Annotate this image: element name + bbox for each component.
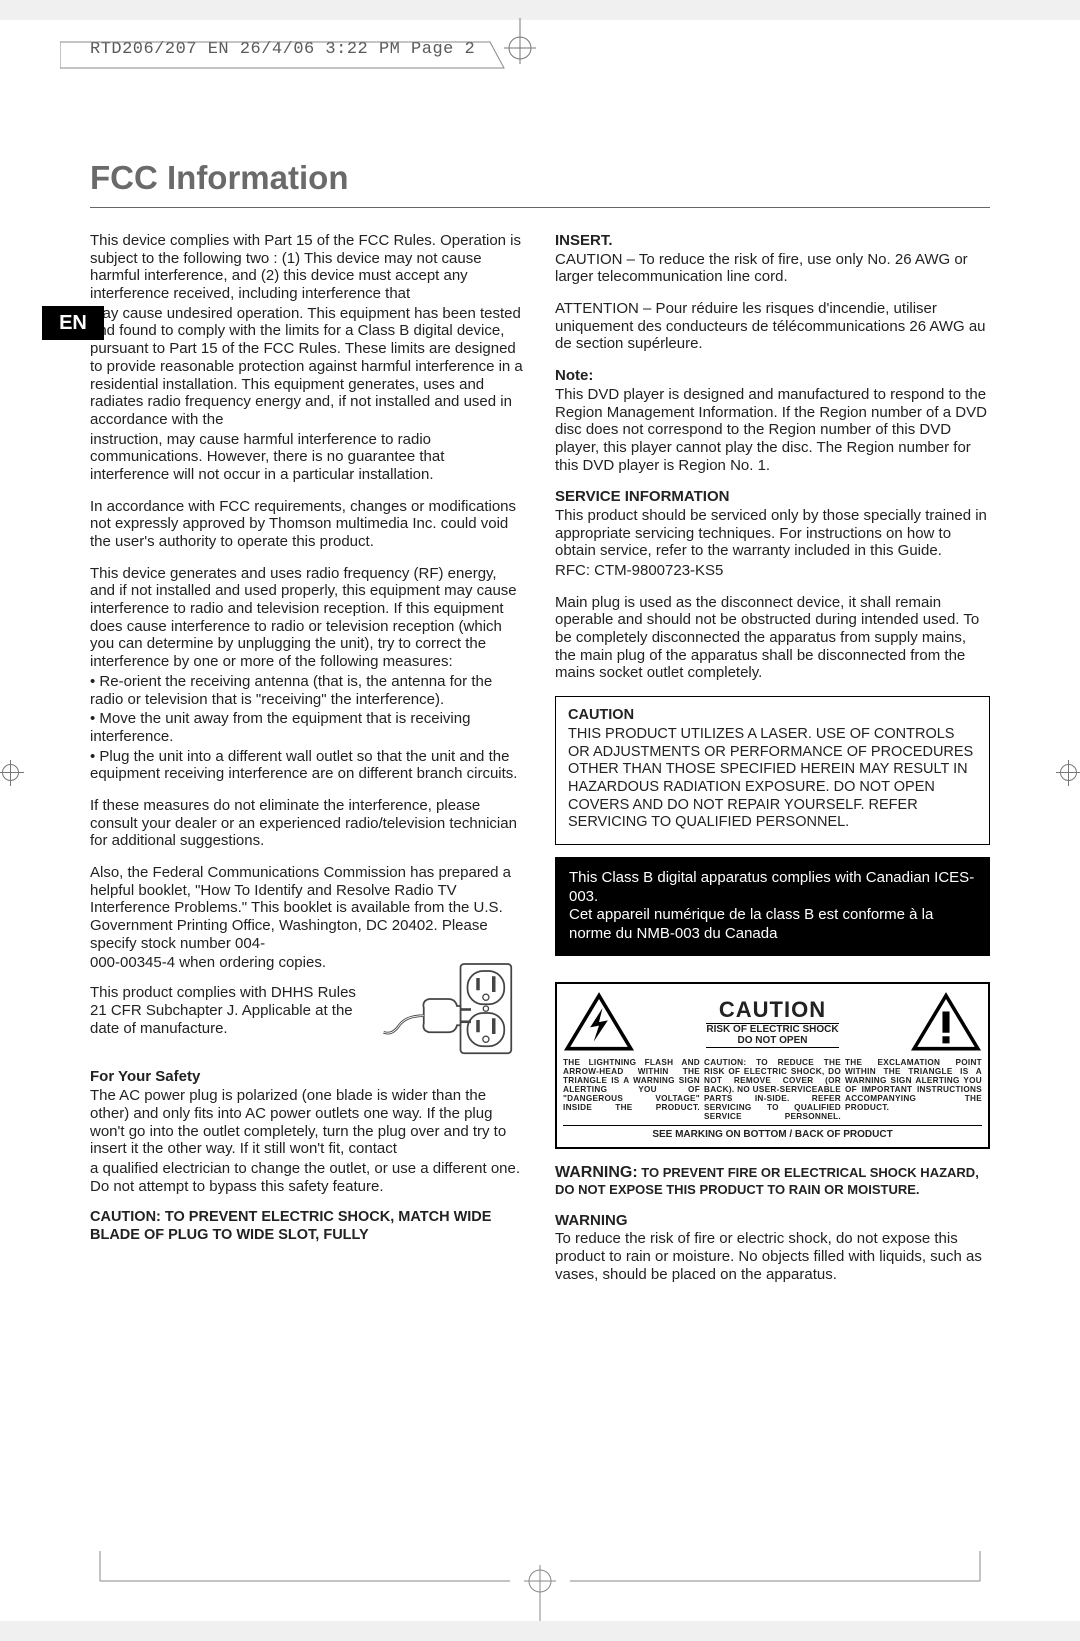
service-p1: This product should be serviced only by …	[555, 507, 990, 560]
page: RTD206/207 EN 26/4/06 3:22 PM Page 2 EN …	[0, 20, 1080, 1621]
outlet-illustration	[375, 954, 525, 1064]
language-badge: EN	[42, 306, 104, 340]
laser-caution-head: CAUTION	[568, 707, 977, 725]
fcc-p1c: instruction, may cause harmful interfere…	[90, 431, 525, 484]
ices-p1: This Class B digital apparatus complies …	[569, 869, 976, 907]
laser-caution-body: THIS PRODUCT UTILIZES A LASER. USE OF CO…	[568, 726, 977, 832]
caution-col2: CAUTION: TO REDUCE THE RISK OF ELECTRIC …	[704, 1058, 841, 1121]
shock-caution-label: CAUTION RISK OF ELECTRIC SHOCKDO NOT OPE…	[555, 982, 990, 1149]
exclamation-triangle-icon	[910, 992, 982, 1054]
fcc-p5: Also, the Federal Communications Commiss…	[90, 864, 525, 952]
warning-inline: WARNING: TO PREVENT FIRE OR ELECTRICAL S…	[555, 1163, 990, 1198]
safety-body2: a qualified electrician to change the ou…	[90, 1160, 525, 1195]
registration-mark-icon	[0, 760, 24, 786]
note-head: Note:	[555, 367, 990, 385]
service-head: SERVICE INFORMATION	[555, 488, 990, 506]
title-rule	[90, 207, 990, 208]
print-header: RTD206/207 EN 26/4/06 3:22 PM Page 2	[90, 40, 990, 59]
laser-caution-box: CAUTION THIS PRODUCT UTILIZES A LASER. U…	[555, 696, 990, 845]
caution-center: CAUTION RISK OF ELECTRIC SHOCKDO NOT OPE…	[641, 997, 904, 1048]
fcc-p2: In accordance with FCC requirements, cha…	[90, 498, 525, 551]
insert-p1: CAUTION – To reduce the risk of fire, us…	[555, 251, 990, 286]
warning2-head: WARNING	[555, 1212, 990, 1230]
fcc-b2: • Move the unit away from the equipment …	[90, 710, 525, 745]
crop-mark-bottom-icon	[0, 1541, 1080, 1621]
outlet-icon	[380, 957, 520, 1062]
fcc-p1b: may cause undesired operation. This equi…	[90, 305, 525, 429]
warning-inline-head: WARNING:	[555, 1164, 638, 1181]
page-title: FCC Information	[90, 159, 990, 197]
safety-head: For Your Safety	[90, 1068, 525, 1086]
right-column: INSERT. CAUTION – To reduce the risk of …	[555, 232, 990, 1297]
caution-top-row: CAUTION RISK OF ELECTRIC SHOCKDO NOT OPE…	[563, 992, 982, 1054]
note-body: This DVD player is designed and manufact…	[555, 386, 990, 474]
fcc-b3: • Plug the unit into a different wall ou…	[90, 748, 525, 783]
plug-caution: CAUTION: TO PREVENT ELECTRIC SHOCK, MATC…	[90, 1209, 525, 1244]
lightning-triangle-icon	[563, 992, 635, 1054]
safety-body: The AC power plug is polarized (one blad…	[90, 1087, 525, 1158]
crop-mark-left	[0, 760, 24, 786]
header-frame-icon	[60, 34, 530, 70]
ices-p2: Cet appareil numérique de la class B est…	[569, 906, 976, 944]
left-column: This device complies with Part 15 of the…	[90, 232, 525, 1297]
caution-bottom-text: SEE MARKING ON BOTTOM / BACK OF PRODUCT	[563, 1125, 982, 1141]
service-p2: Main plug is used as the disconnect devi…	[555, 594, 990, 682]
caution-columns: THE LIGHTNING FLASH AND ARROW-HEAD WITHI…	[563, 1058, 982, 1121]
ices-box: This Class B digital apparatus complies …	[555, 857, 990, 956]
content-columns: This device complies with Part 15 of the…	[90, 232, 990, 1297]
caution-sub-text: RISK OF ELECTRIC SHOCKDO NOT OPEN	[706, 1023, 838, 1048]
fcc-p1: This device complies with Part 15 of the…	[90, 232, 525, 303]
crop-mark-right	[1056, 760, 1080, 786]
caution-col3: THE EXCLAMATION POINT WITHIN THE TRIANGL…	[845, 1058, 982, 1121]
service-rfc: RFC: CTM-9800723-KS5	[555, 562, 990, 580]
fcc-p3: This device generates and uses radio fre…	[90, 565, 525, 671]
insert-p2: ATTENTION – Pour réduire les risques d'i…	[555, 300, 990, 353]
fcc-p4: If these measures do not eliminate the i…	[90, 797, 525, 850]
warning2-body: To reduce the risk of fire or electric s…	[555, 1230, 990, 1283]
registration-mark-icon	[1056, 760, 1080, 786]
fcc-b1: • Re-orient the receiving antenna (that …	[90, 673, 525, 708]
caution-main-text: CAUTION	[641, 997, 904, 1023]
insert-head: INSERT.	[555, 232, 990, 250]
caution-col1: THE LIGHTNING FLASH AND ARROW-HEAD WITHI…	[563, 1058, 700, 1121]
